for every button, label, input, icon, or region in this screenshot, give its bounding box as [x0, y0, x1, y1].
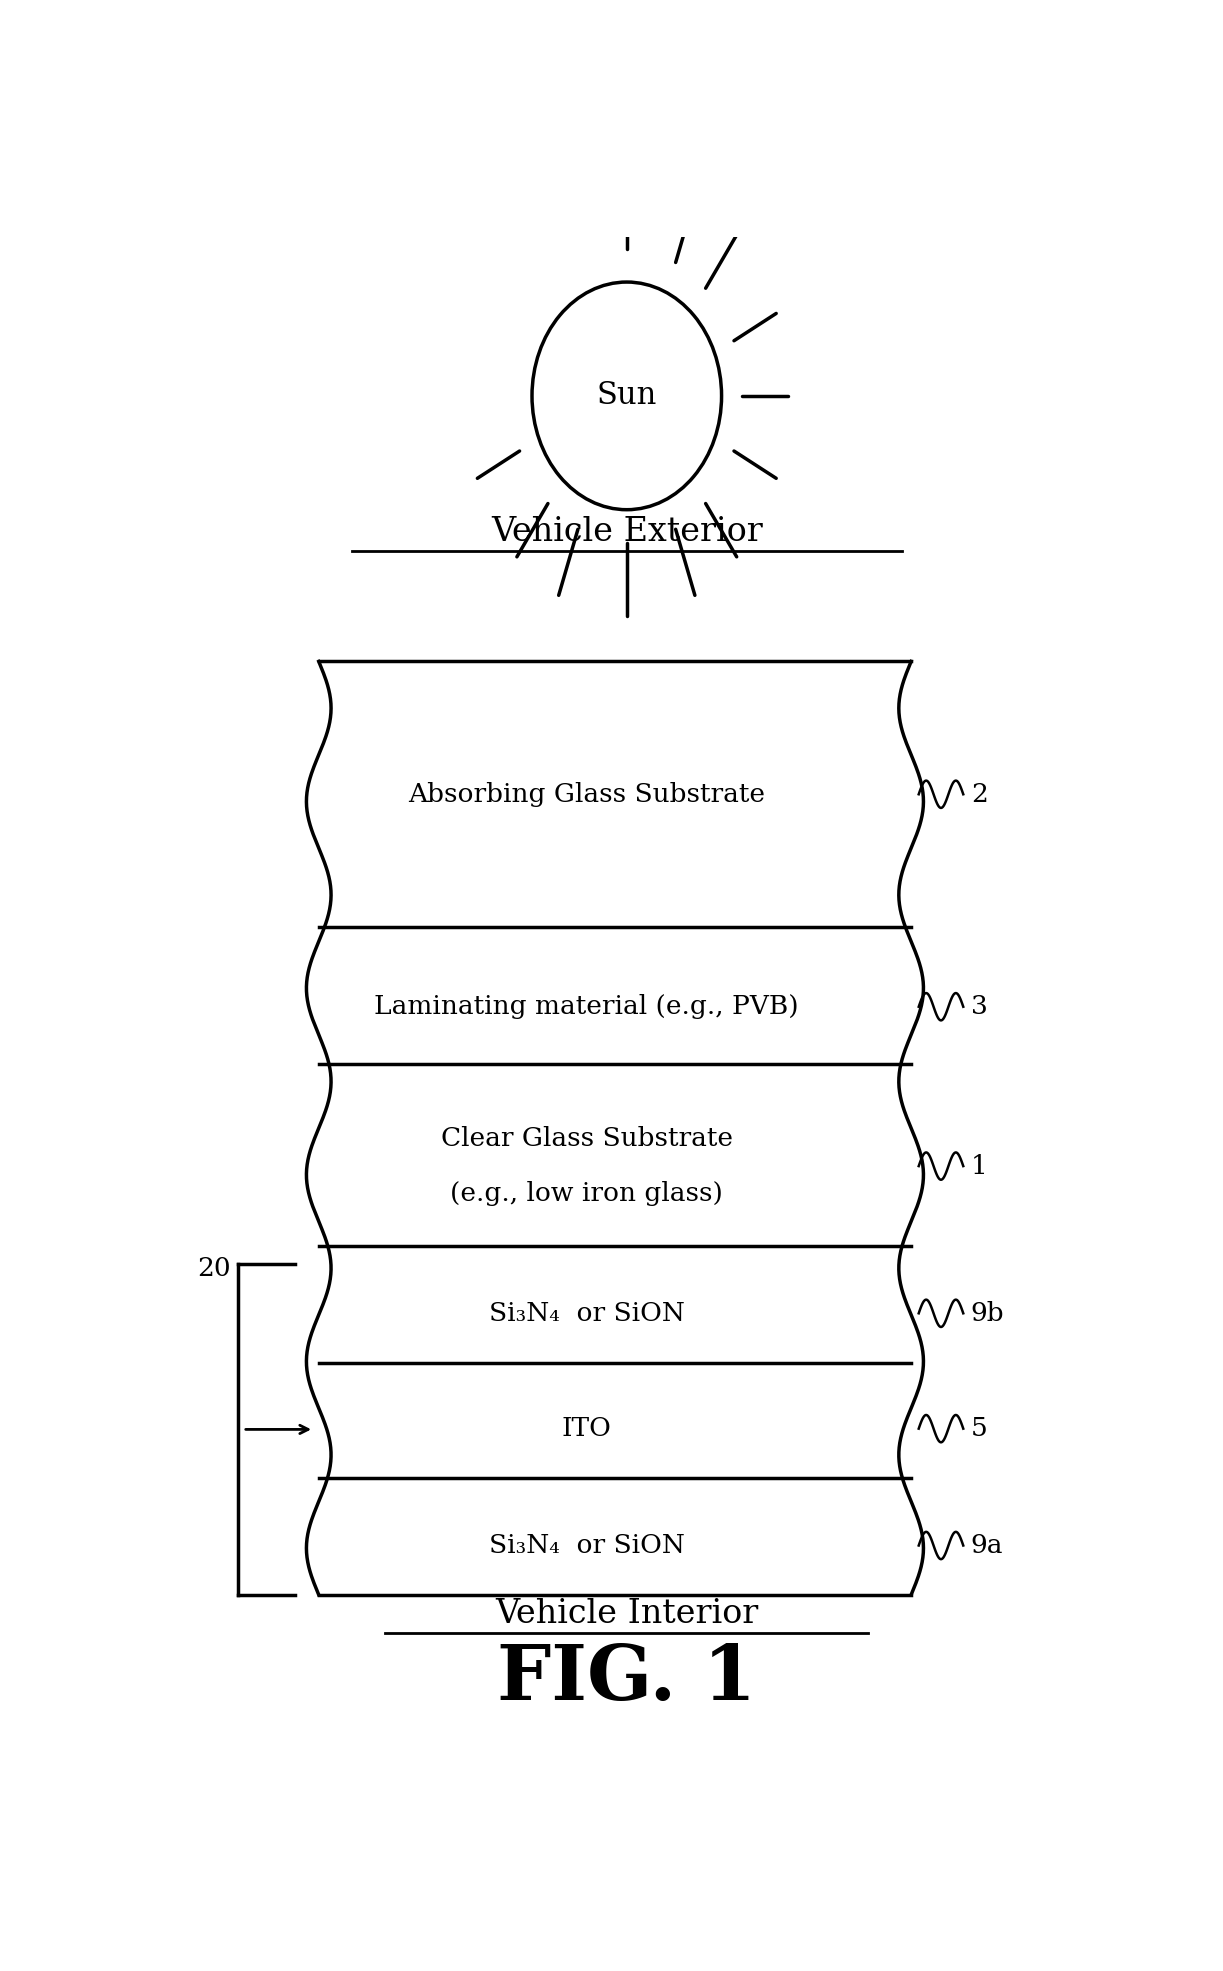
Text: 9b: 9b — [971, 1301, 1004, 1326]
Text: Sun: Sun — [597, 380, 657, 412]
Text: (e.g., low iron glass): (e.g., low iron glass) — [450, 1181, 723, 1206]
Text: Laminating material (e.g., PVB): Laminating material (e.g., PVB) — [374, 993, 799, 1019]
Text: FIG. 1: FIG. 1 — [498, 1642, 756, 1717]
Text: Si₃N₄  or SiON: Si₃N₄ or SiON — [488, 1533, 685, 1557]
Text: ITO: ITO — [561, 1415, 612, 1441]
Ellipse shape — [532, 282, 722, 510]
Text: Clear Glass Substrate: Clear Glass Substrate — [440, 1125, 733, 1151]
Text: 2: 2 — [971, 782, 988, 806]
Text: 1: 1 — [971, 1153, 988, 1179]
Text: 3: 3 — [971, 993, 988, 1019]
Text: 9a: 9a — [971, 1533, 1003, 1557]
Text: Si₃N₄  or SiON: Si₃N₄ or SiON — [488, 1301, 685, 1326]
Text: Absorbing Glass Substrate: Absorbing Glass Substrate — [408, 782, 766, 806]
Text: Vehicle Interior: Vehicle Interior — [495, 1598, 758, 1630]
Text: 5: 5 — [971, 1415, 988, 1441]
Text: Vehicle Exterior: Vehicle Exterior — [490, 516, 763, 548]
Text: 20: 20 — [198, 1256, 231, 1281]
